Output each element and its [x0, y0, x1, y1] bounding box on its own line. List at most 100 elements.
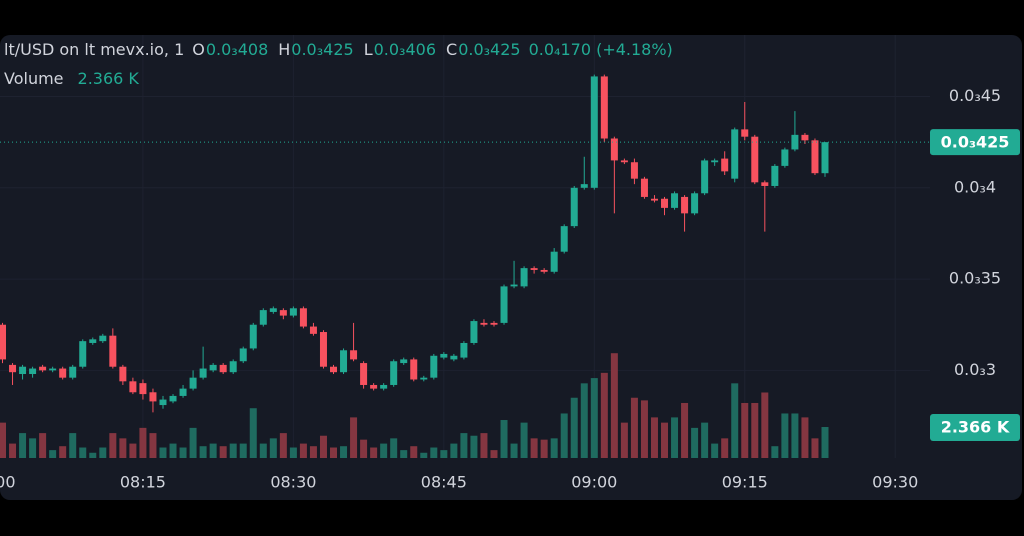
candle-body: [279, 310, 287, 316]
volume-bar: [159, 447, 167, 458]
candle-body: [89, 339, 97, 343]
candle-body: [540, 269, 548, 272]
volume-bar: [129, 443, 137, 458]
candle-body: [159, 399, 167, 406]
volume-bar: [139, 427, 147, 458]
volume-bar: [610, 353, 618, 458]
volume-bar: [671, 417, 679, 458]
ohlc-item: H 0.0₃425: [278, 40, 353, 59]
candle-body: [661, 198, 669, 208]
volume-bar: [119, 438, 127, 458]
volume-bar: [249, 408, 257, 458]
candle-body: [600, 76, 608, 139]
volume-bar: [460, 433, 468, 458]
volume-bar: [540, 439, 548, 458]
candle-body: [801, 134, 809, 141]
candle-body: [380, 384, 388, 389]
volume-bar: [640, 400, 648, 458]
candle-body: [671, 193, 679, 208]
volume-bar: [340, 446, 348, 458]
candle-body: [340, 350, 348, 373]
candle-body: [410, 359, 418, 380]
candle-body: [19, 366, 27, 375]
volume-bar: [390, 438, 398, 458]
legend-row: lt/USD on lt mevx.io, 1 O 0.0₃408 H 0.0₃425…: [4, 40, 673, 59]
candle-body: [199, 368, 207, 378]
volume-bar: [420, 452, 428, 458]
candle-body: [761, 182, 769, 186]
volume-bar: [69, 433, 77, 458]
candle-body: [99, 335, 107, 342]
candle-body: [319, 332, 327, 367]
candle-body: [360, 363, 368, 385]
volume-bar: [550, 438, 558, 458]
volume-bar: [89, 452, 97, 458]
candle-body: [480, 322, 488, 325]
ohlc-key: H: [278, 40, 291, 59]
x-tick-label: 09:15: [722, 473, 768, 492]
x-tick-label: 08:15: [120, 473, 166, 492]
candle-body: [169, 395, 177, 402]
volume-bar: [0, 422, 6, 458]
volume-bar: [79, 447, 87, 458]
volume-bar: [650, 417, 658, 458]
candle-body: [530, 268, 538, 270]
candle-body: [570, 187, 578, 227]
candle-body: [470, 321, 478, 343]
candle-body: [781, 149, 789, 166]
volume-bar: [39, 433, 47, 458]
candle-body: [711, 160, 719, 163]
candle-body: [811, 140, 819, 174]
volume-bar: [530, 438, 538, 458]
volume-bar: [811, 438, 819, 458]
candle-body: [109, 335, 117, 367]
y-tick-label: 0.0₃4: [954, 177, 996, 196]
volume-bar: [29, 438, 37, 458]
volume-bar: [450, 443, 458, 458]
volume-tag-label: 2.366 K: [941, 418, 1010, 437]
volume-bar: [570, 397, 578, 458]
volume-bar: [781, 413, 789, 458]
x-tick-label: 09:30: [872, 473, 918, 492]
volume-bar: [711, 443, 719, 458]
candle-body: [520, 268, 528, 287]
volume-bar: [500, 420, 508, 458]
y-tick-label: 0.0₃45: [949, 86, 1001, 105]
candle-body: [129, 381, 137, 393]
volume-bar: [661, 422, 669, 458]
volume-bar: [731, 383, 739, 458]
candle-body: [791, 134, 799, 150]
candle-body: [119, 366, 127, 382]
volume-bar: [350, 417, 358, 458]
volume-tag: [930, 414, 1020, 442]
y-tick-label: 0.0₃35: [949, 269, 1001, 288]
candle-body: [139, 383, 147, 395]
volume-bar: [59, 446, 67, 458]
ohlc-item: O 0.0₃408: [192, 40, 268, 59]
volume-bar: [109, 433, 117, 458]
volume-bar: [400, 450, 408, 458]
candle-body: [269, 308, 277, 312]
x-tick-label: 09:00: [571, 473, 617, 492]
volume-title: Volume: [4, 69, 64, 88]
candle-body: [731, 129, 739, 179]
volume-bar: [620, 422, 628, 458]
candle-body: [330, 366, 338, 373]
ohlc-value: 0.0₃425: [291, 40, 354, 59]
candle-body: [580, 184, 588, 188]
candle-body: [751, 136, 759, 183]
candle-body: [219, 364, 227, 373]
volume-bar: [440, 450, 448, 458]
ohlc-key: L: [363, 40, 373, 59]
candle-body: [510, 284, 518, 287]
candle-body: [299, 308, 307, 327]
volume-bar: [771, 446, 779, 458]
x-tick-label: 08:30: [270, 473, 316, 492]
candle-body: [620, 160, 628, 163]
candle-body: [59, 368, 67, 378]
volume-bar: [480, 433, 488, 458]
chart-panel: [0, 35, 1022, 500]
volume-bar: [49, 450, 57, 458]
